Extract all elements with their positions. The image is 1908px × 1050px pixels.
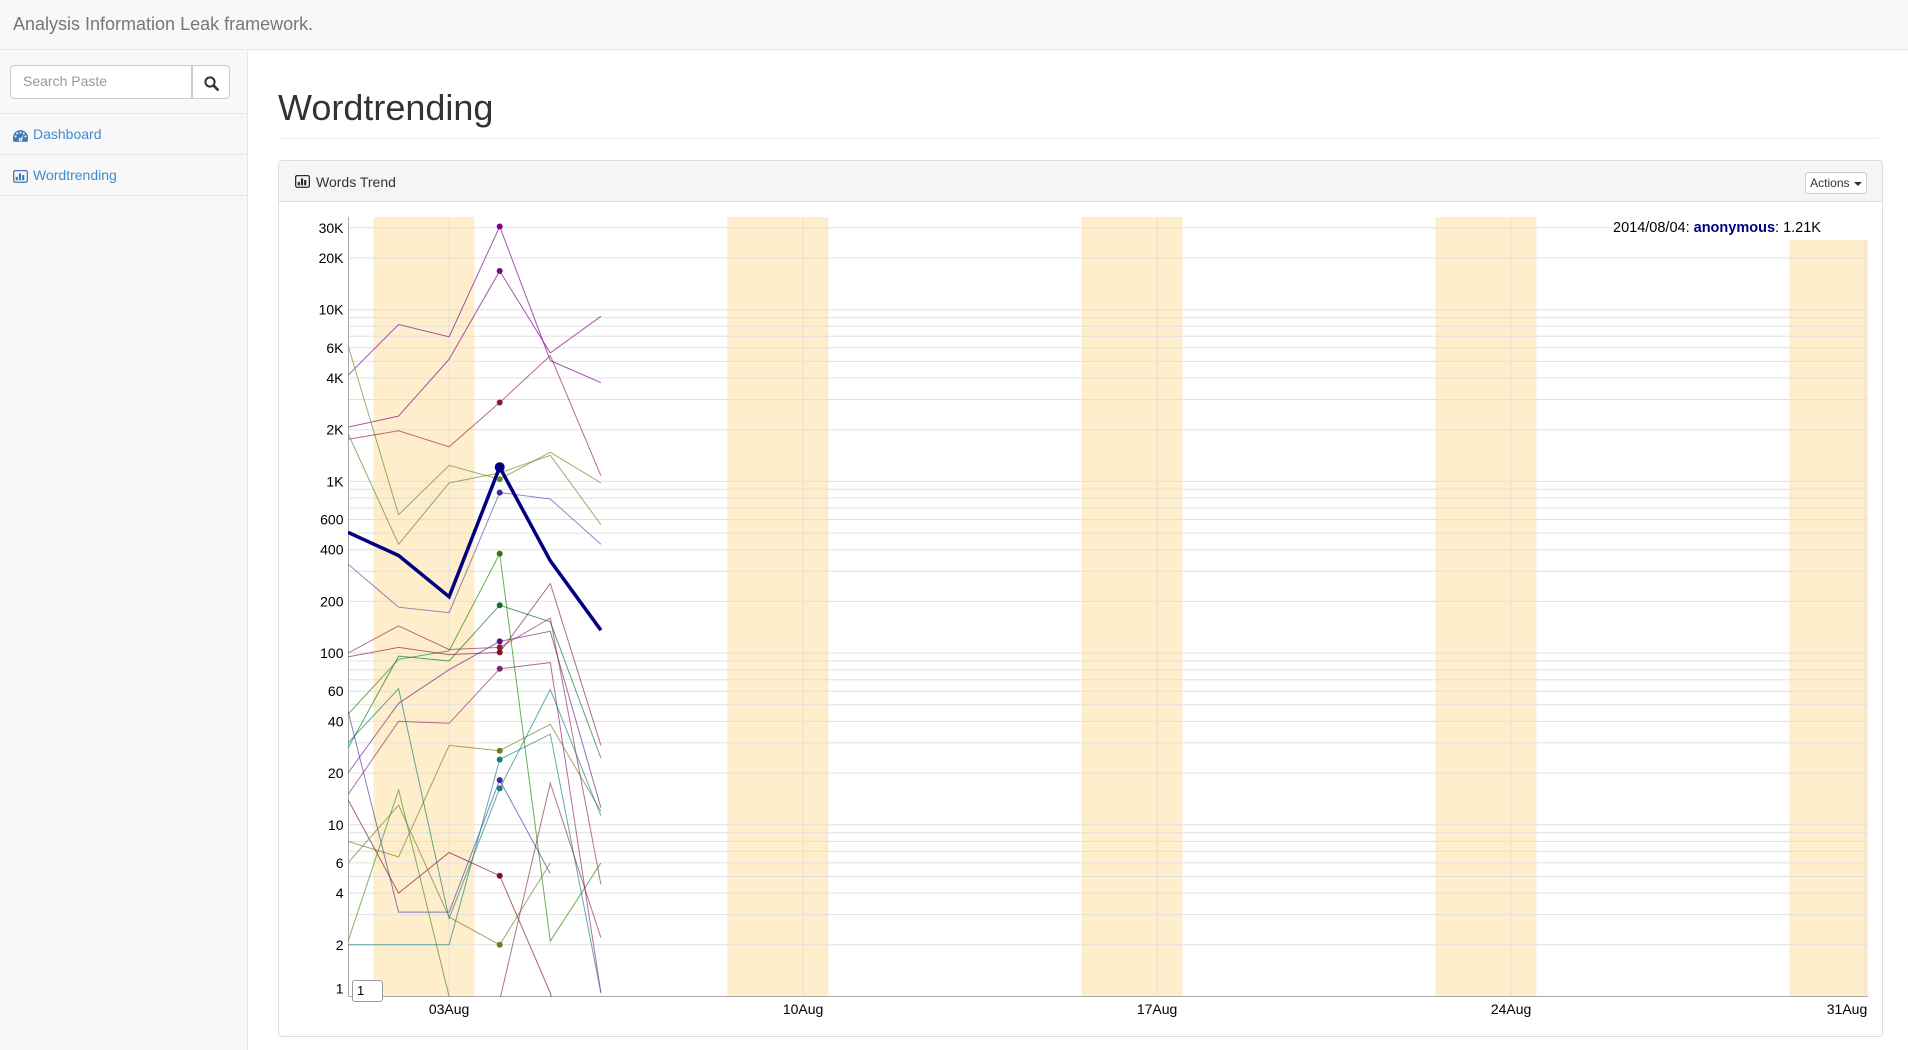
svg-text:20K: 20K	[319, 250, 345, 266]
svg-text:1K: 1K	[326, 473, 344, 489]
svg-text:20: 20	[328, 765, 344, 781]
svg-text:10Aug: 10Aug	[783, 1001, 823, 1017]
svg-text:600: 600	[320, 512, 344, 528]
svg-text:17Aug: 17Aug	[1137, 1001, 1177, 1017]
svg-text:2: 2	[336, 937, 344, 953]
svg-text:100: 100	[320, 645, 344, 661]
svg-text:03Aug: 03Aug	[429, 1001, 469, 1017]
svg-text:40: 40	[328, 713, 344, 729]
svg-text:10: 10	[328, 817, 344, 833]
svg-text:6: 6	[336, 855, 344, 871]
svg-text:4: 4	[336, 885, 344, 901]
svg-text:4K: 4K	[326, 370, 344, 386]
svg-text:1: 1	[336, 981, 344, 997]
svg-text:6K: 6K	[326, 340, 344, 356]
svg-text:30K: 30K	[319, 220, 345, 236]
svg-text:31Aug: 31Aug	[1827, 1001, 1867, 1017]
svg-text:200: 200	[320, 593, 344, 609]
svg-text:400: 400	[320, 542, 344, 558]
svg-text:60: 60	[328, 683, 344, 699]
svg-text:10K: 10K	[319, 302, 345, 318]
svg-text:24Aug: 24Aug	[1491, 1001, 1531, 1017]
svg-text:2K: 2K	[326, 422, 344, 438]
